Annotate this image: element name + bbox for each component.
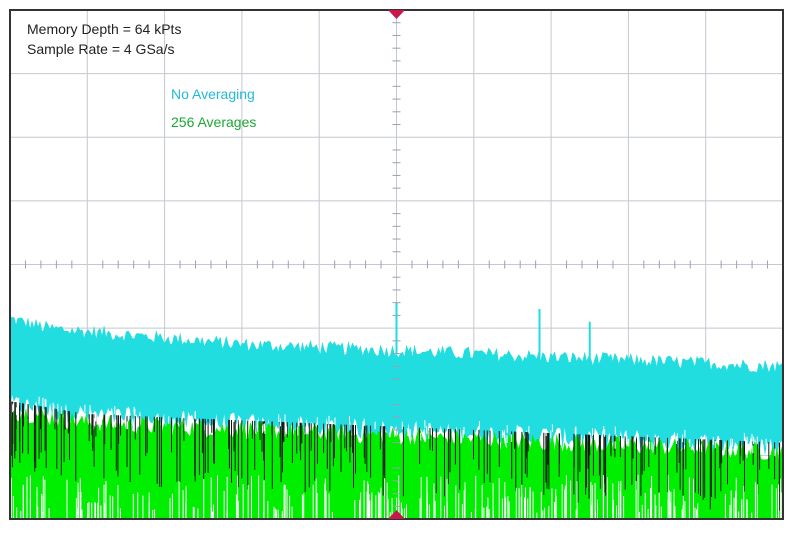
sample-rate-label: Sample Rate = 4 GSa/s	[27, 41, 175, 57]
center-ticks	[24, 22, 769, 507]
memory-depth-label: Memory Depth = 64 kPts	[27, 21, 182, 37]
trigger-marker-top-icon[interactable]	[388, 10, 405, 19]
trigger-marker-bottom-icon[interactable]	[388, 510, 405, 519]
legend-256-averages: 256 Averages	[171, 114, 257, 130]
traces	[9, 302, 784, 520]
legend-no-averaging: No Averaging	[171, 86, 255, 102]
